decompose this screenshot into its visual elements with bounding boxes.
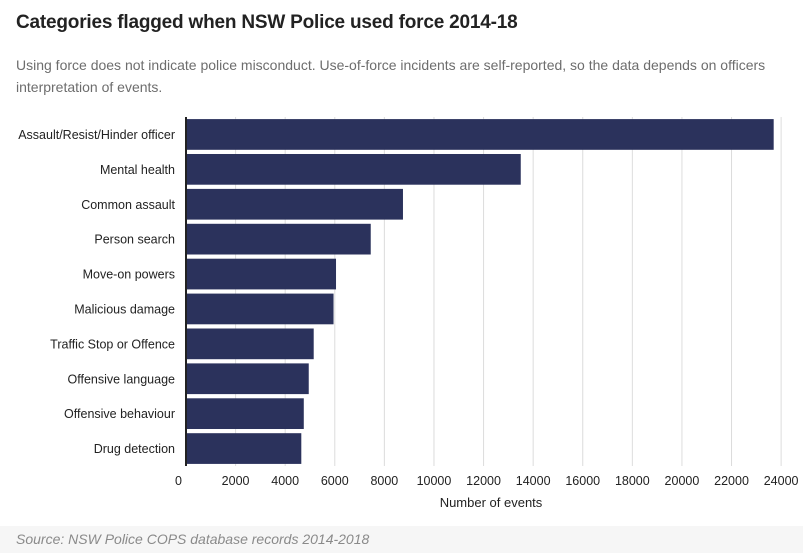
x-tick-label: 10000 — [417, 474, 452, 488]
x-tick-label: 14000 — [516, 474, 551, 488]
bar-chart: Assault/Resist/Hinder officer Mental heal… — [18, 117, 799, 510]
x-axis-label: Number of events — [440, 495, 543, 510]
x-tick-label: 2000 — [222, 474, 250, 488]
category-label: Traffic Stop or Offence — [50, 337, 175, 351]
bars — [186, 119, 774, 464]
bar — [186, 258, 337, 290]
x-tick-label: 12000 — [466, 474, 501, 488]
bar — [186, 433, 302, 464]
category-label: Offensive language — [68, 372, 176, 386]
x-tick-label: 4000 — [271, 474, 299, 488]
x-tick-label: 18000 — [615, 474, 650, 488]
category-label: Drug detection — [94, 442, 175, 456]
category-label: Malicious damage — [74, 302, 175, 316]
x-tick-label: 20000 — [665, 474, 700, 488]
x-tick-labels: 0 2000 4000 6000 8000 10000 12000 14000 16000 180… — [175, 474, 798, 488]
category-label: Mental health — [100, 163, 175, 177]
x-tick-label: 22000 — [714, 474, 749, 488]
bar — [186, 119, 774, 150]
x-tick-label: 24000 — [764, 474, 799, 488]
bar — [186, 293, 334, 325]
bar — [186, 188, 403, 220]
bar — [186, 363, 309, 395]
category-labels: Assault/Resist/Hinder officer Mental heal… — [18, 128, 175, 456]
bar — [186, 398, 304, 430]
category-label: Move-on powers — [83, 268, 175, 282]
category-label: Common assault — [81, 198, 175, 212]
x-tick-label: 0 — [175, 474, 182, 488]
x-tick-label: 6000 — [321, 474, 349, 488]
bar — [186, 223, 371, 255]
x-tick-label: 16000 — [565, 474, 600, 488]
chart-title: Categories flagged when NSW Police used … — [16, 12, 518, 33]
category-label: Assault/Resist/Hinder officer — [18, 128, 175, 142]
source-note: Source: NSW Police COPS database records… — [16, 531, 370, 547]
chart-subtitle: Using force does not indicate police mis… — [16, 57, 766, 95]
bar — [186, 153, 521, 185]
footer: Source: NSW Police COPS database records… — [0, 526, 803, 553]
category-label: Person search — [94, 233, 175, 247]
bar — [186, 328, 314, 360]
x-tick-label: 8000 — [370, 474, 398, 488]
category-label: Offensive behaviour — [64, 407, 175, 421]
